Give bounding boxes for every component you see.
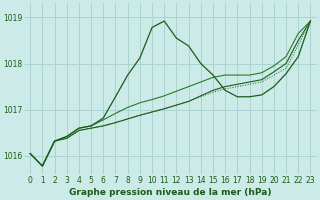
X-axis label: Graphe pression niveau de la mer (hPa): Graphe pression niveau de la mer (hPa) bbox=[69, 188, 272, 197]
